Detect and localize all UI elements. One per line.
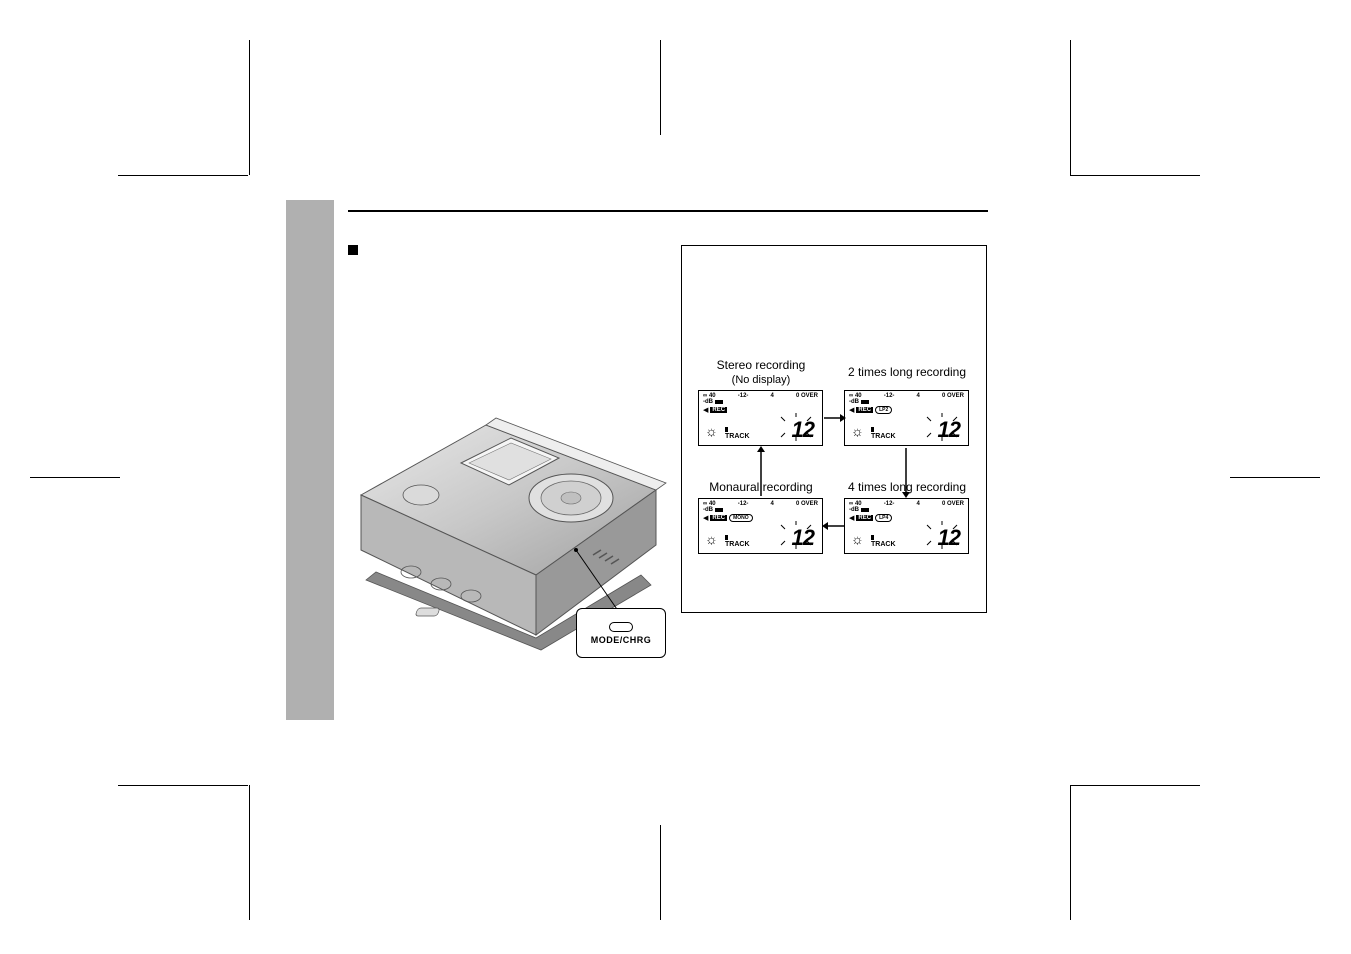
lcd-lp2: ∞ 40 -12- 4 0 OVER -dB ◀ REC LP2 ☼ TRACK — [844, 390, 969, 446]
mode-chrg-label: MODE/CHRG — [576, 608, 666, 658]
lcd-lp2: LP2 — [875, 406, 892, 414]
lcd-stereo: ∞ 40 -12- 4 0 OVER -dB ◀ REC ☼ TRACK 12 — [698, 390, 823, 446]
lcd-track: TRACK — [725, 541, 750, 548]
lcd-track: TRACK — [871, 541, 896, 548]
sun-icon: ☼ — [705, 531, 718, 547]
track-bar — [725, 427, 728, 432]
lcd-bar — [861, 508, 869, 512]
lcd-scale: 4 — [917, 501, 920, 507]
lcd-scale: 0 OVER — [942, 393, 964, 399]
lcd-scale: 0 OVER — [942, 501, 964, 507]
lcd-scale: -12- — [884, 393, 895, 399]
section-marker — [348, 245, 358, 255]
mode-oval-icon — [609, 622, 633, 632]
crop-mark — [249, 785, 250, 920]
arrow-icon: ◀ — [703, 406, 708, 414]
lcd-scale: -12- — [738, 393, 749, 399]
lcd-mono: ∞ 40 -12- 4 0 OVER -dB ◀ REC MONO ☼ TRAC… — [698, 498, 823, 554]
crop-mark — [660, 825, 661, 920]
x4-label: 4 times long recording — [842, 480, 972, 494]
sidebar-stripe — [286, 200, 334, 720]
lcd-rec: REC — [856, 515, 873, 521]
lcd-track: TRACK — [725, 433, 750, 440]
lcd-scale: 4 — [917, 393, 920, 399]
lcd-lp4: ∞ 40 -12- 4 0 OVER -dB ◀ REC LP4 ☼ TRACK — [844, 498, 969, 554]
crop-mark — [30, 477, 120, 478]
mono-label: Monaural recording — [696, 480, 826, 494]
crop-mark — [1070, 40, 1071, 175]
lcd-lp4: LP4 — [875, 514, 892, 522]
lcd-scale: -12- — [738, 501, 749, 507]
lcd-number: 12 — [938, 417, 960, 443]
lcd-db: -dB — [849, 507, 859, 513]
page-content: MODE/CHRG Stereo recording (No display) … — [286, 200, 996, 740]
mode-grid: Stereo recording (No display) 2 times lo… — [696, 358, 972, 594]
lcd-number: 12 — [792, 525, 814, 551]
lcd-bar — [715, 400, 723, 404]
crop-mark — [118, 785, 248, 786]
crop-mark — [118, 175, 248, 176]
lcd-db: -dB — [703, 507, 713, 513]
arrow-icon: ◀ — [849, 406, 854, 414]
sun-icon: ☼ — [851, 531, 864, 547]
lcd-bar — [715, 508, 723, 512]
lcd-rec: REC — [856, 407, 873, 413]
crop-mark — [1230, 477, 1320, 478]
stereo-label: Stereo recording (No display) — [696, 358, 826, 386]
track-bar — [725, 535, 728, 540]
lcd-scale: 0 OVER — [796, 501, 818, 507]
crop-mark — [1070, 785, 1071, 920]
heading-rule — [348, 210, 988, 212]
arrow-icon: ◀ — [703, 514, 708, 522]
sun-icon: ☼ — [705, 423, 718, 439]
lcd-scale: -12- — [884, 501, 895, 507]
lcd-number: 12 — [938, 525, 960, 551]
sun-icon: ☼ — [851, 423, 864, 439]
lcd-rec: REC — [710, 515, 727, 521]
mode-cycle-diagram: Stereo recording (No display) 2 times lo… — [681, 245, 987, 613]
lcd-number: 12 — [792, 417, 814, 443]
x2-label: 2 times long recording — [842, 365, 972, 379]
lcd-mono-badge: MONO — [729, 514, 753, 522]
track-bar — [871, 427, 874, 432]
lcd-db: -dB — [849, 399, 859, 405]
arrow-icon: ◀ — [849, 514, 854, 522]
lcd-track: TRACK — [871, 433, 896, 440]
lcd-scale: 4 — [771, 393, 774, 399]
mode-chrg-text: MODE/CHRG — [591, 635, 652, 645]
label-text: Stereo recording — [717, 358, 806, 372]
lcd-bar — [861, 400, 869, 404]
crop-mark — [249, 40, 250, 175]
lcd-rec: REC — [710, 407, 727, 413]
crop-mark — [660, 40, 661, 135]
crop-mark — [1070, 785, 1200, 786]
label-subtext: (No display) — [732, 374, 791, 386]
track-bar — [871, 535, 874, 540]
lcd-scale: 0 OVER — [796, 393, 818, 399]
crop-mark — [1070, 175, 1200, 176]
lcd-scale: 4 — [771, 501, 774, 507]
lcd-db: -dB — [703, 399, 713, 405]
